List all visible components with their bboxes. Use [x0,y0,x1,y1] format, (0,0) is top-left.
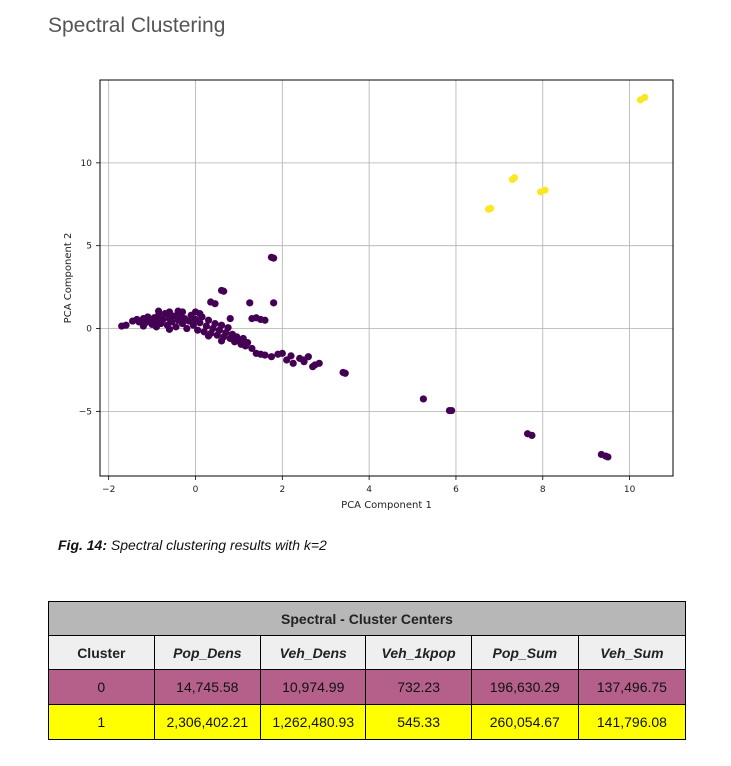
data-point [261,351,269,359]
data-point [217,337,226,345]
section-heading: Spectral Clustering [48,14,226,37]
y-tick-label: −5 [79,407,92,417]
table-cell: 732.23 [365,669,472,705]
data-point [189,321,197,329]
table-cell: 1,262,480.93 [260,704,367,740]
table-cell: 545.33 [365,704,472,740]
y-axis-label: PCA Component 2 [63,233,74,324]
x-tick-label: −2 [102,485,115,495]
x-tick-label: 10 [624,485,636,495]
y-tick-label: 10 [81,159,93,169]
figure-label: Fig. 14: [58,537,108,553]
data-point [159,315,167,324]
data-point [202,322,210,330]
figure-caption: Fig. 14: Spectral clustering results wit… [58,537,327,553]
data-point [122,321,130,329]
data-point [287,352,295,360]
data-point [419,395,427,403]
data-point [541,186,549,194]
data-point [165,308,174,316]
header-cluster: Cluster [48,635,155,670]
data-point [304,353,312,361]
data-point [168,318,176,326]
data-point [174,307,182,315]
table-cell: 1 [48,704,155,740]
data-point [194,326,202,334]
data-point [487,204,495,213]
header-pop-dens: Pop_Dens [153,635,262,670]
plot-frame [99,79,674,477]
table-cell: 14,745.58 [153,669,262,705]
data-point [226,314,234,323]
data-point [300,358,308,366]
data-point [224,324,232,332]
data-point [217,321,226,329]
x-tick-label: 4 [366,485,372,495]
scatter-chart: −2 0 2 4 6 8 10 −5 0 5 10 PCA Component 1 PCA Compon… [63,79,674,511]
data-point [155,307,163,315]
header-veh-1kpop: Veh_1kpop [365,635,472,670]
data-point [165,325,174,333]
data-point [604,453,612,461]
data-point [139,322,148,330]
table-cell: 2,306,402.21 [153,704,262,740]
data-point [341,369,349,377]
data-point [196,310,204,318]
data-point [267,353,276,361]
table-cell: 137,496.75 [577,669,687,705]
data-point [278,349,286,357]
x-tick-label: 8 [540,485,546,495]
data-point [261,316,269,324]
header-veh-dens: Veh_Dens [260,635,367,670]
table-title: Spectral - Cluster Centers [48,601,686,636]
data-point [528,431,536,440]
data-point [243,339,252,347]
table-cell: 10,974.99 [260,669,367,705]
data-point [641,93,649,101]
x-tick-label: 0 [193,485,199,495]
data-point [448,406,456,415]
data-point [204,316,213,324]
data-point [510,174,519,182]
y-tick-label: 5 [86,242,92,252]
table-cell: 0 [48,669,155,705]
data-point [211,300,219,308]
data-point [152,323,161,331]
data-point [270,299,278,307]
table-cell: 260,054.67 [470,704,579,740]
data-point [315,359,323,367]
data-point [183,324,191,333]
x-tick-label: 2 [279,485,285,495]
figure-caption-text: Spectral clustering results with k=2 [107,537,327,553]
data-point [248,344,256,353]
y-tick-label: 0 [86,325,92,335]
x-axis-label: PCA Component 1 [341,500,432,511]
data-point [270,254,278,262]
data-point [196,319,204,327]
table-cell: 141,796.08 [577,704,687,740]
data-point [289,359,297,367]
data-point [211,319,219,328]
data-point [172,323,180,331]
header-pop-sum: Pop_Sum [470,635,579,670]
table-cell: 196,630.29 [470,669,579,705]
cluster-centers-table: Spectral - Cluster Centers Cluster Pop_D… [48,601,687,740]
data-point [204,332,213,340]
header-veh-sum: Veh_Sum [577,635,687,670]
table-row: 1 2,306,402.21 1,262,480.93 545.33 260,0… [48,704,687,740]
data-point [220,287,228,295]
table-row: 0 14,745.58 10,974.99 732.23 196,630.29 … [48,669,687,705]
data-point [246,299,254,307]
x-tick-label: 6 [453,485,459,495]
